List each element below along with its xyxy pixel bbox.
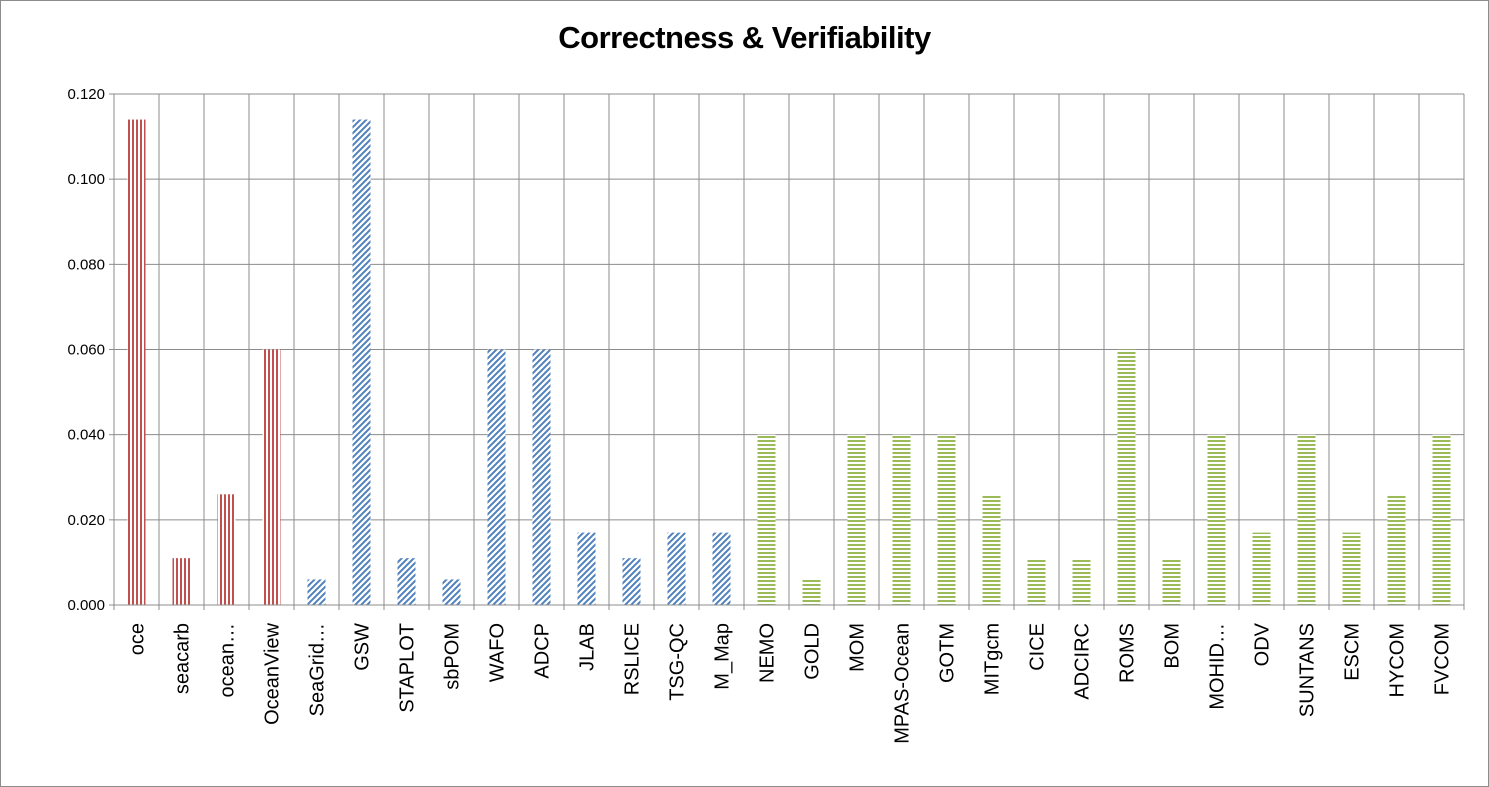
bar-staplot xyxy=(397,558,416,605)
bar-mom xyxy=(847,434,866,605)
bar-wafo xyxy=(487,349,506,605)
bar-seacarb xyxy=(172,558,191,605)
y-tick-labels: 0.000 0.020 0.040 0.060 0.080 0.100 0.120 xyxy=(67,86,105,614)
x-tick-label: STAPLOT xyxy=(397,623,419,713)
x-tick-label: ocean… xyxy=(217,623,239,698)
x-tick-label: GOLD xyxy=(802,623,824,680)
x-tick-label: GOTM xyxy=(937,623,959,683)
x-tick-label: GSW xyxy=(352,623,374,671)
x-tick-label: ROMS xyxy=(1117,623,1139,683)
bar-gsw xyxy=(352,119,371,606)
x-tick-label: HYCOM xyxy=(1387,623,1409,697)
x-tick-label: WAFO xyxy=(487,623,509,682)
y-tick-label: 0.080 xyxy=(67,256,105,273)
x-tick-label: ESCM xyxy=(1342,623,1364,681)
bar-cice xyxy=(1027,558,1046,605)
bar-nemo xyxy=(757,434,776,605)
x-tick-label: MOM xyxy=(847,623,869,672)
grid-layer xyxy=(113,93,1465,606)
bar-gotm xyxy=(937,434,956,605)
y-tick-label: 0.060 xyxy=(67,342,105,359)
bar-bom xyxy=(1162,558,1181,605)
x-tick-label: ADCIRC xyxy=(1072,623,1094,700)
bar-m-map xyxy=(712,532,731,605)
x-tick-labels: oce seacarb ocean… OceanView SeaGrid… GSW STAP… xyxy=(127,622,1454,743)
x-tick-label: sbPOM xyxy=(442,623,464,690)
bar-adcp xyxy=(532,349,551,605)
bar-fvcom xyxy=(1432,434,1451,605)
x-tick-label: TSG-QC xyxy=(667,623,689,701)
x-tick-label: FVCOM xyxy=(1432,623,1454,695)
bar-sbpom xyxy=(442,579,461,605)
y-tick-label: 0.100 xyxy=(67,171,105,188)
axes-layer xyxy=(109,93,1465,610)
y-tick-label: 0.000 xyxy=(67,597,105,614)
x-tick-label: oce xyxy=(127,623,149,655)
bar-odv xyxy=(1252,532,1271,605)
x-tick-label: SUNTANS xyxy=(1297,623,1319,717)
x-tick-label: M_Map xyxy=(712,623,734,690)
bar-ocean- xyxy=(217,494,236,605)
y-tick-label: 0.120 xyxy=(67,86,105,103)
bar-suntans xyxy=(1297,434,1316,605)
x-tick-label: BOM xyxy=(1162,623,1184,669)
y-tick-label: 0.020 xyxy=(67,512,105,529)
x-tick-label: ODV xyxy=(1252,622,1274,666)
x-tick-label: MOHID… xyxy=(1207,623,1229,710)
bar-gold xyxy=(802,579,821,605)
bar-roms xyxy=(1117,349,1136,605)
bar-tsg-qc xyxy=(667,532,686,605)
bar-hycom xyxy=(1387,494,1406,605)
bar-oce xyxy=(127,119,146,606)
bar-jlab xyxy=(577,532,596,605)
bar-oceanview xyxy=(262,349,281,605)
x-tick-label: seacarb xyxy=(172,623,194,694)
bars-layer xyxy=(127,119,1451,606)
y-tick-label: 0.040 xyxy=(67,427,105,444)
x-tick-label: ADCP xyxy=(532,623,554,679)
bar-mpas-ocean xyxy=(892,434,911,605)
x-tick-label: MPAS-Ocean xyxy=(892,623,914,744)
x-tick-label: JLAB xyxy=(577,623,599,671)
bar-seagrid- xyxy=(307,579,326,605)
x-tick-label: OceanView xyxy=(262,622,284,724)
bar-mohid- xyxy=(1207,434,1226,605)
x-tick-label: SeaGrid… xyxy=(307,623,329,716)
chart-title: Correctness & Verifiability xyxy=(558,20,931,55)
x-tick-label: CICE xyxy=(1027,623,1049,671)
x-tick-label: RSLICE xyxy=(622,623,644,695)
x-tick-label: NEMO xyxy=(757,623,779,683)
bar-mitgcm xyxy=(982,494,1001,605)
bar-escm xyxy=(1342,532,1361,605)
x-tick-label: MITgcm xyxy=(982,623,1004,695)
bar-adcirc xyxy=(1072,558,1091,605)
bar-rslice xyxy=(622,558,641,605)
